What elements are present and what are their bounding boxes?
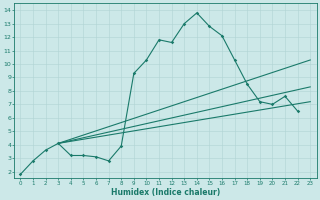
X-axis label: Humidex (Indice chaleur): Humidex (Indice chaleur) [111,188,220,197]
